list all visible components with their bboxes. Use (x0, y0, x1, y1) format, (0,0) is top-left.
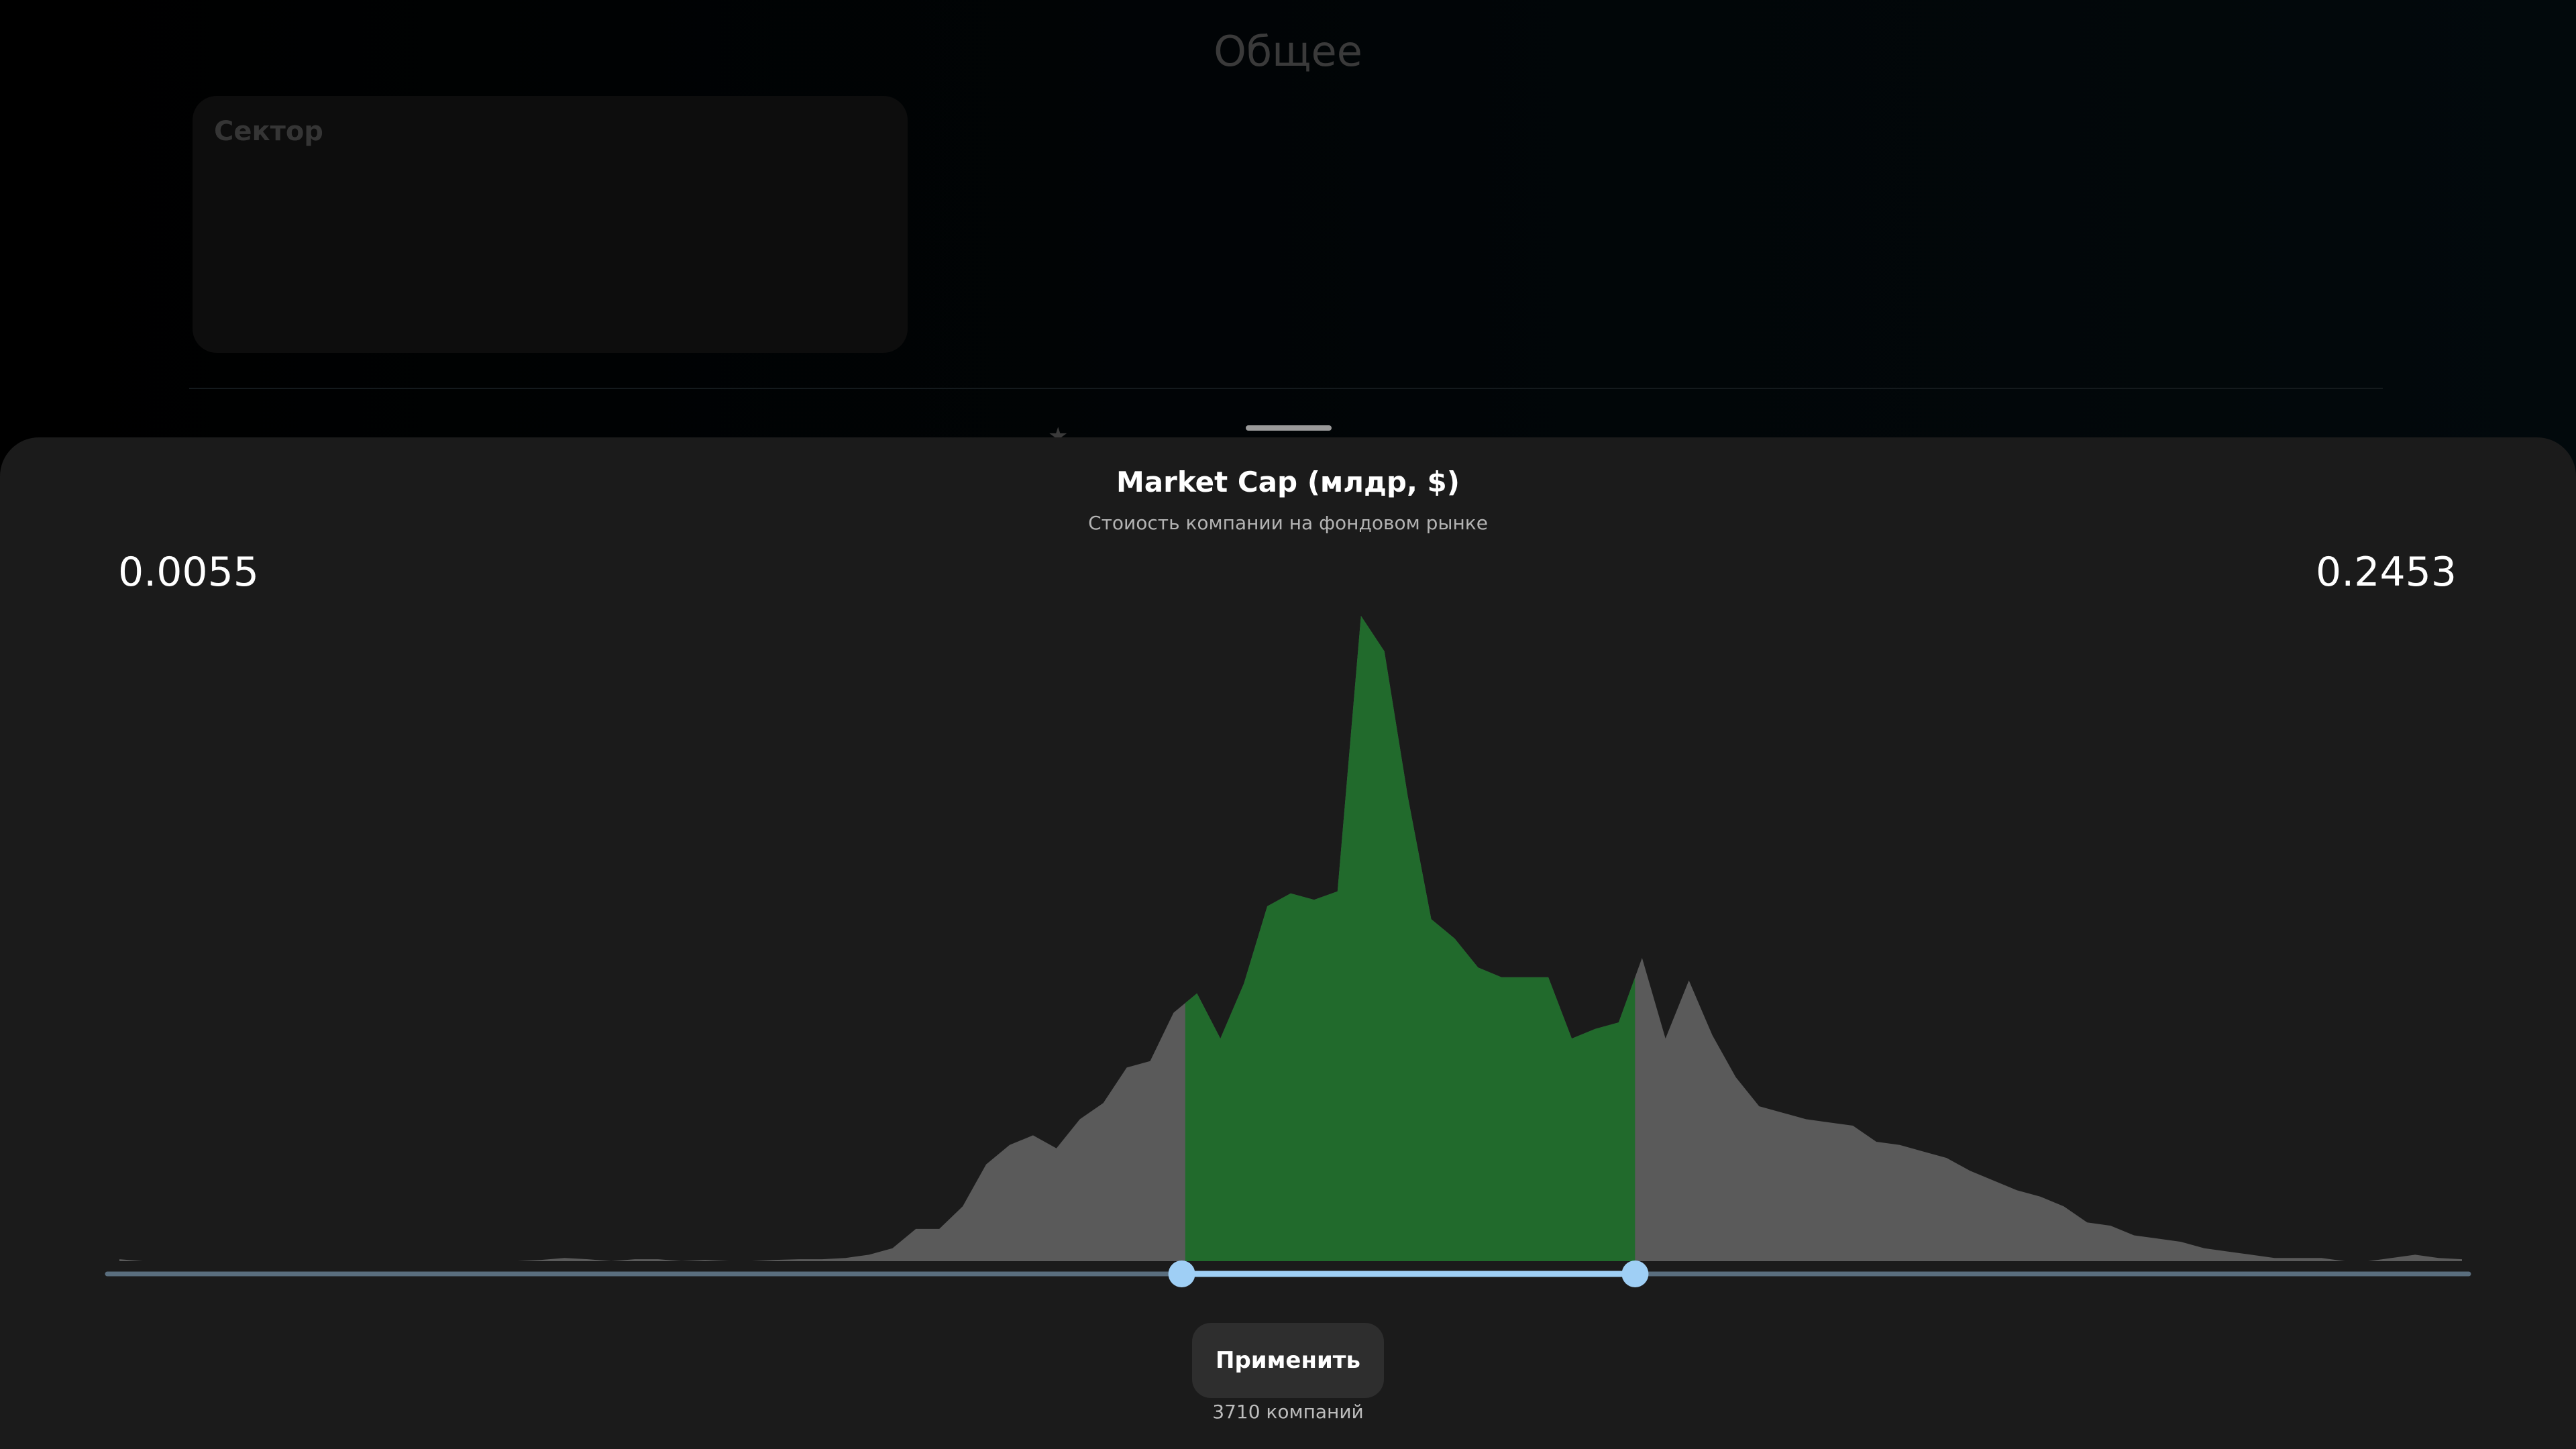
filter-title: Market Cap (млдр, $) (1116, 466, 1460, 498)
result-count: 3710 компаний (1212, 1401, 1364, 1423)
filter-bottom-sheet (0, 437, 2576, 1449)
sector-card[interactable]: Сектор (193, 96, 908, 353)
sector-card-label: Сектор (214, 116, 323, 147)
apply-button[interactable]: Применить (1192, 1323, 1384, 1398)
range-slider-min-handle[interactable] (1168, 1260, 1195, 1287)
range-slider-max-handle[interactable] (1621, 1260, 1649, 1287)
background-page: Общее Сектор ★ (0, 0, 2576, 449)
filter-subtitle: Стоиость компании на фондовом рынке (1088, 512, 1488, 534)
drag-handle[interactable] (1246, 425, 1332, 431)
range-max-value: 0.2453 (2316, 549, 2457, 596)
page-title: Общее (1214, 27, 1362, 76)
divider (189, 388, 2383, 389)
range-min-value: 0.0055 (118, 549, 259, 596)
